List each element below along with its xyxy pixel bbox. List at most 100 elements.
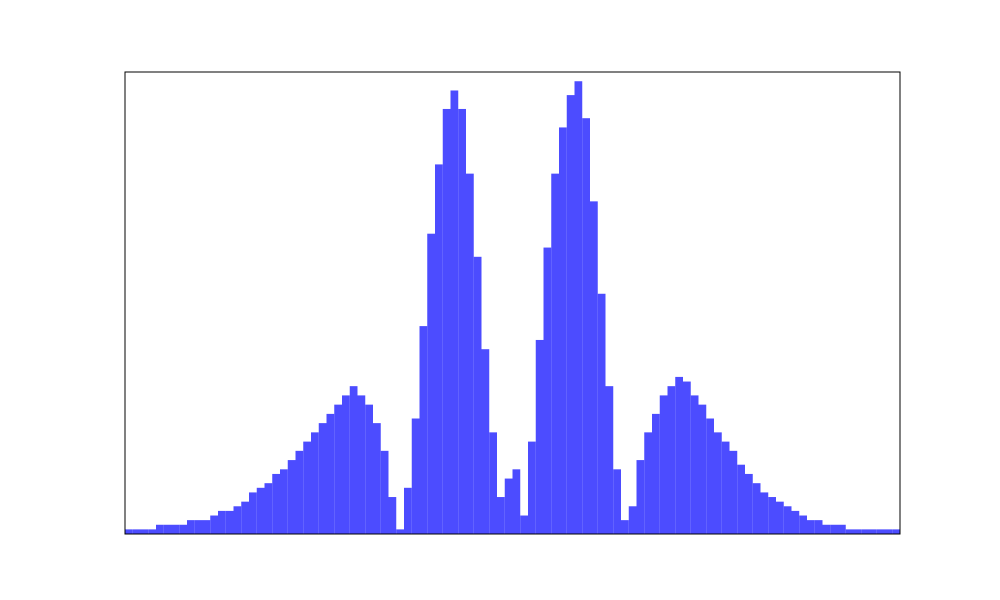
bar xyxy=(140,529,149,534)
bar xyxy=(388,497,397,534)
bar xyxy=(233,506,242,534)
bar xyxy=(295,450,304,534)
bar xyxy=(799,515,807,534)
bar xyxy=(334,404,342,534)
bar xyxy=(822,524,831,534)
bar xyxy=(419,326,428,534)
bar xyxy=(411,418,420,534)
bar xyxy=(745,473,753,534)
bar xyxy=(861,529,869,534)
bar xyxy=(202,520,211,534)
bar xyxy=(551,173,559,534)
bar xyxy=(125,529,133,534)
bar xyxy=(249,492,257,534)
bar xyxy=(892,529,900,534)
bar xyxy=(132,529,141,534)
bar xyxy=(776,501,784,534)
bar xyxy=(489,432,497,534)
bar xyxy=(590,201,598,535)
bar xyxy=(574,81,583,535)
bar xyxy=(280,469,288,534)
bar xyxy=(450,90,459,534)
bar xyxy=(690,395,699,534)
bar xyxy=(783,506,792,534)
bar xyxy=(814,520,823,534)
bar xyxy=(884,529,893,534)
plot-area xyxy=(125,81,900,535)
bar xyxy=(171,524,180,534)
bar xyxy=(187,520,195,534)
bar xyxy=(869,529,877,534)
bar xyxy=(357,395,366,534)
bar xyxy=(194,520,203,534)
bar xyxy=(535,339,544,534)
bar xyxy=(365,404,373,534)
bar xyxy=(210,515,218,534)
bar xyxy=(148,529,156,534)
bar xyxy=(497,497,505,534)
bar xyxy=(706,418,714,534)
bar xyxy=(636,460,645,534)
bar xyxy=(566,95,575,534)
bar xyxy=(512,469,521,534)
bar xyxy=(752,483,761,534)
bar xyxy=(404,487,412,534)
bar xyxy=(466,173,474,534)
bar xyxy=(768,497,776,534)
bar xyxy=(845,529,854,534)
bar xyxy=(179,524,187,534)
bar xyxy=(714,432,722,534)
bar xyxy=(473,256,482,534)
bar xyxy=(427,233,435,534)
plot-frame xyxy=(124,71,901,535)
bar xyxy=(311,432,319,534)
bar xyxy=(218,510,226,534)
bar xyxy=(698,404,707,534)
bar xyxy=(659,395,668,534)
bar xyxy=(458,108,466,535)
bar xyxy=(326,413,335,534)
bar xyxy=(481,349,490,534)
bar xyxy=(442,108,451,535)
bar xyxy=(287,460,296,534)
bar xyxy=(559,127,567,534)
bar xyxy=(597,293,606,534)
bar xyxy=(342,395,350,534)
bar xyxy=(396,529,404,534)
bar xyxy=(628,506,637,534)
bar xyxy=(721,441,730,534)
bar xyxy=(729,450,738,534)
bar xyxy=(528,441,536,534)
bar xyxy=(264,483,273,534)
bar xyxy=(838,524,846,534)
bar xyxy=(683,381,691,534)
bar xyxy=(667,386,676,534)
bar xyxy=(373,423,381,534)
bar xyxy=(380,450,389,534)
bar xyxy=(652,413,660,534)
bar xyxy=(830,524,838,534)
bar xyxy=(272,473,280,534)
bar xyxy=(621,520,629,534)
bar xyxy=(225,510,234,534)
bar xyxy=(163,524,172,534)
bar xyxy=(737,464,745,534)
bar xyxy=(318,423,327,534)
bar xyxy=(435,164,443,534)
bar xyxy=(156,524,164,534)
bar xyxy=(675,376,683,534)
bar xyxy=(807,520,815,534)
bar xyxy=(303,441,311,534)
bar xyxy=(349,386,358,534)
bar xyxy=(256,487,265,534)
bar xyxy=(791,510,800,534)
bar xyxy=(644,432,652,534)
bar xyxy=(582,118,590,534)
bar xyxy=(760,492,769,534)
bar xyxy=(504,478,513,534)
bar xyxy=(520,515,528,534)
bar xyxy=(613,469,621,534)
bar xyxy=(853,529,862,534)
bar xyxy=(605,386,614,534)
